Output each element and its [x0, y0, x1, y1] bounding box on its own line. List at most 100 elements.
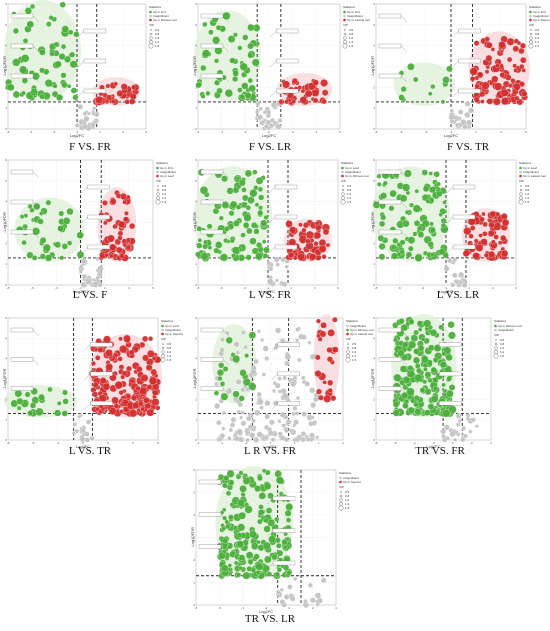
data-point — [236, 540, 244, 548]
annotation-box — [200, 73, 224, 79]
y-tick-label: 1 — [193, 581, 195, 585]
data-point — [247, 78, 253, 84]
data-point — [219, 381, 226, 387]
data-point — [262, 110, 267, 115]
legend-vip-entry: 1.0 — [162, 192, 167, 196]
y-tick-label: 3 — [373, 221, 375, 225]
data-point — [117, 356, 123, 362]
annotation-box — [272, 528, 296, 533]
data-point — [207, 245, 213, 250]
data-point — [72, 421, 78, 427]
data-point — [95, 275, 100, 281]
data-point — [467, 107, 475, 114]
data-point — [78, 269, 83, 274]
legend-vip-swatch — [340, 199, 346, 205]
legend-vip-title: VIP — [339, 485, 344, 489]
annotation-box — [277, 371, 300, 377]
data-point — [138, 400, 144, 407]
y-tick-label: 4 — [5, 44, 7, 48]
data-point — [62, 389, 68, 396]
x-tick-label: -1 — [450, 130, 453, 134]
data-point — [398, 318, 405, 325]
data-point — [39, 253, 46, 260]
data-point — [84, 437, 91, 443]
data-point — [413, 329, 419, 336]
data-point — [327, 387, 333, 394]
data-point — [109, 243, 117, 251]
data-point — [105, 83, 111, 89]
data-point — [298, 222, 303, 228]
data-point — [289, 226, 297, 234]
data-point — [446, 390, 454, 398]
x-tick-label: 6 — [339, 130, 341, 134]
data-point — [131, 84, 137, 90]
y-tick-label: 4 — [193, 513, 195, 517]
panel-caption: L VS. LR — [437, 289, 480, 301]
data-point — [260, 219, 268, 227]
data-point — [315, 388, 322, 395]
data-point — [257, 509, 265, 516]
x-tick-label: -1 — [221, 441, 224, 445]
annotation-box — [90, 401, 113, 406]
data-point — [45, 199, 52, 206]
data-point — [237, 45, 243, 51]
data-point — [235, 350, 240, 355]
data-point — [253, 436, 260, 443]
data-point — [196, 225, 203, 232]
data-point — [146, 408, 155, 417]
legend-vip-swatch — [339, 494, 343, 498]
data-point — [236, 572, 242, 578]
data-point — [495, 63, 500, 69]
x-tick-label: 4 — [500, 130, 502, 134]
data-point — [258, 106, 263, 112]
annotation-leader — [400, 201, 408, 209]
data-point — [91, 111, 96, 116]
data-point — [263, 215, 269, 220]
data-point — [315, 435, 320, 440]
data-point — [264, 356, 270, 361]
panel-caption: F VS. FR — [69, 141, 111, 153]
data-point — [314, 221, 320, 226]
y-tick-label: 3 — [5, 221, 7, 225]
data-point — [148, 336, 154, 342]
x-axis-label: Log2FC — [262, 133, 276, 138]
x-tick-label: -1 — [267, 286, 270, 290]
data-point — [221, 507, 227, 513]
data-point — [311, 89, 320, 97]
legend-swatch — [341, 166, 344, 170]
data-point — [422, 379, 428, 385]
data-point — [251, 418, 256, 424]
data-point — [493, 222, 502, 231]
data-point — [39, 67, 45, 74]
legend-vip-swatch — [529, 32, 533, 36]
legend-vip-swatch — [155, 199, 161, 205]
legend-vip-entry: 0.5 — [535, 28, 540, 32]
legend-vip-swatch — [339, 498, 343, 502]
data-point — [427, 241, 434, 248]
data-point — [458, 271, 465, 279]
y-tick-label: 2 — [373, 85, 375, 89]
data-point — [274, 382, 281, 389]
legend-entry: Up in Fibrous root — [498, 324, 522, 328]
data-point — [221, 175, 228, 183]
legend-title: Statistics — [341, 161, 354, 165]
data-point — [47, 386, 53, 393]
legend-entry: Up in Lateral root — [350, 332, 373, 336]
annotation-box — [439, 401, 462, 406]
data-point — [263, 436, 268, 441]
legend-entry: Up in Fibrous root — [345, 174, 369, 178]
x-tick-label: 0 — [82, 441, 84, 445]
legend-vip-title: VIP — [519, 179, 524, 183]
data-point — [82, 111, 88, 116]
data-point — [284, 264, 289, 269]
x-tick-label: -6 — [400, 130, 403, 134]
data-point — [214, 402, 221, 410]
data-point — [7, 83, 15, 92]
data-point — [125, 393, 131, 399]
x-tick-label: -1 — [245, 441, 248, 445]
legend-entry: Insignificant — [533, 14, 549, 18]
y-axis-label: -Log10FDR — [370, 369, 375, 390]
legend-vip-swatch — [495, 339, 497, 341]
data-point — [485, 54, 493, 62]
x-tick-label: 4 — [128, 286, 130, 290]
